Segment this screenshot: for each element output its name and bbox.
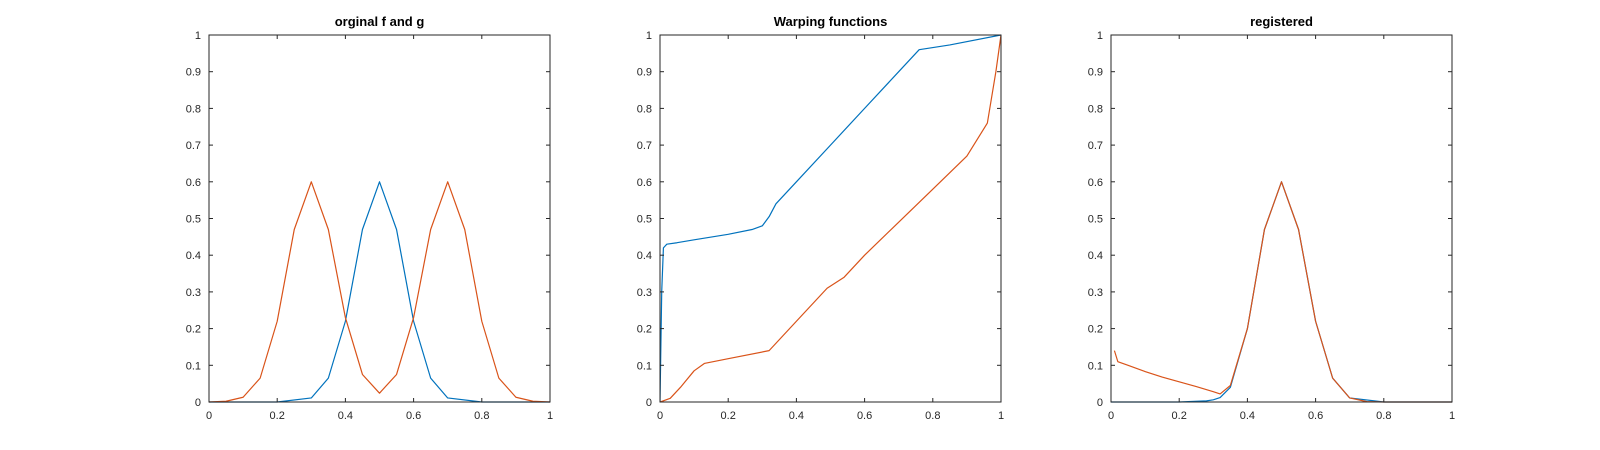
x-tick-label: 1 [1449,410,1455,422]
y-tick-label: 0.3 [186,287,201,299]
x-tick-label: 0 [657,410,663,422]
x-tick-label: 0.4 [1240,410,1255,422]
y-tick-label: 0.6 [1088,177,1103,189]
series-line-2 [660,34,1001,403]
x-tick-label: 1 [998,410,1004,422]
y-tick-label: 0.2 [1088,324,1103,336]
y-tick-label: 1 [646,30,652,42]
chart-panel-2: 0 0.2 0.4 0.6 0.8 1 0 0.1 0.2 0.3 0.4 0.5 0.6 0.7 0.8 0… [637,14,1004,422]
x-tick-label: 1 [547,410,553,422]
y-tick-label: 0.9 [1088,67,1103,79]
x-tick-label: 0.4 [789,410,804,422]
x-tick-label: 0.4 [338,410,353,422]
x-tick-label: 0.6 [1308,410,1323,422]
y-tick-label: 0.3 [637,287,652,299]
axes-box [659,34,1002,403]
y-tick-label: 0.2 [637,324,652,336]
y-tick-label: 0.1 [186,360,201,372]
y-tick-label: 0 [1097,397,1103,409]
y-tick-label: 0.2 [186,324,201,336]
x-tick-label: 0.8 [1376,410,1391,422]
y-tick-label: 0.4 [186,250,201,262]
chart-panel-1: 0 0.2 0.4 0.6 0.8 1 0 0.1 0.2 0.3 0.4 0.5 0.6 0.7 0.8 0… [186,14,553,422]
chart-title: Warping functions [774,14,888,29]
y-tick-label: 0.8 [637,103,652,115]
y-tick-label: 0.3 [1088,287,1103,299]
axes-box [208,34,551,403]
chart-title: registered [1250,14,1313,29]
series-line-1 [1111,181,1452,403]
y-tick-label: 0.9 [637,67,652,79]
y-tick-label: 0.5 [637,214,652,226]
x-tick-label: 0.2 [270,410,285,422]
x-tick-label: 0.2 [1172,410,1187,422]
x-tick-label: 0 [206,410,212,422]
x-tick-label: 0.8 [925,410,940,422]
y-tick-label: 0.1 [1088,360,1103,372]
x-tick-label: 0.6 [406,410,421,422]
y-tick-label: 1 [1097,30,1103,42]
y-tick-label: 0.8 [186,103,201,115]
series-line-1 [660,34,1001,403]
x-tick-label: 0 [1108,410,1114,422]
series-line-1 [209,181,550,403]
y-tick-label: 0 [195,397,201,409]
series-line-2 [209,181,550,403]
y-tick-label: 0.7 [1088,140,1103,152]
y-tick-label: 0.5 [1088,214,1103,226]
y-tick-label: 0.6 [186,177,201,189]
y-tick-label: 0.4 [637,250,652,262]
chart-panel-3: 0 0.2 0.4 0.6 0.8 1 0 0.1 0.2 0.3 0.4 0.5 0.6 0.7 0.8 0… [1088,14,1455,422]
y-tick-label: 0.4 [1088,250,1103,262]
y-tick-label: 1 [195,30,201,42]
chart-title: orginal f and g [335,14,425,29]
series-line-2 [1113,181,1452,403]
y-tick-label: 0.9 [186,67,201,79]
axes-box [1110,34,1453,403]
y-tick-label: 0.5 [186,214,201,226]
y-tick-label: 0.1 [637,360,652,372]
y-tick-label: 0 [646,397,652,409]
x-tick-label: 0.2 [721,410,736,422]
y-tick-label: 0.6 [637,177,652,189]
y-tick-label: 0.7 [186,140,201,152]
y-tick-label: 0.8 [1088,103,1103,115]
x-tick-label: 0.8 [474,410,489,422]
x-tick-label: 0.6 [857,410,872,422]
y-tick-label: 0.7 [637,140,652,152]
